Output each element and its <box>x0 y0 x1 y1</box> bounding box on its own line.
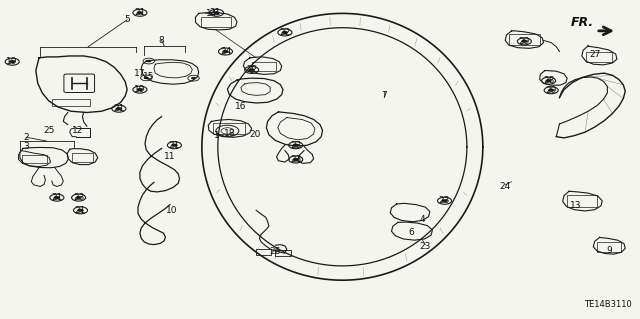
Circle shape <box>54 196 60 199</box>
Text: 11: 11 <box>164 152 175 161</box>
Text: 21: 21 <box>169 141 180 150</box>
Circle shape <box>292 158 299 161</box>
Text: 29: 29 <box>518 37 530 46</box>
Text: 9: 9 <box>607 246 612 255</box>
Text: 10: 10 <box>166 206 177 215</box>
Circle shape <box>548 89 554 92</box>
Text: 20: 20 <box>249 130 260 139</box>
Text: 24: 24 <box>220 47 231 56</box>
Text: TE14B3110: TE14B3110 <box>584 300 632 309</box>
Circle shape <box>222 50 228 53</box>
Text: 29: 29 <box>545 86 557 95</box>
Text: 16: 16 <box>235 102 246 111</box>
Circle shape <box>147 60 152 62</box>
Text: 23: 23 <box>420 242 431 251</box>
Text: 19: 19 <box>6 57 18 66</box>
Circle shape <box>137 88 143 91</box>
Circle shape <box>116 107 122 110</box>
Circle shape <box>213 11 220 14</box>
Text: 7: 7 <box>381 92 387 100</box>
Text: 27: 27 <box>589 50 600 59</box>
Text: 21: 21 <box>134 8 145 17</box>
Text: 4: 4 <box>419 215 425 224</box>
Text: 5: 5 <box>124 15 130 24</box>
Text: 22: 22 <box>246 65 257 74</box>
Text: 21: 21 <box>113 104 125 113</box>
Text: 21: 21 <box>209 8 220 17</box>
Text: 12: 12 <box>72 126 83 135</box>
Circle shape <box>144 77 149 79</box>
Text: 23: 23 <box>290 155 301 164</box>
Text: 3: 3 <box>24 142 29 151</box>
Circle shape <box>442 199 448 202</box>
Circle shape <box>77 209 84 212</box>
Text: 18: 18 <box>223 129 235 138</box>
Text: 1: 1 <box>214 131 220 140</box>
Text: 2: 2 <box>24 133 29 142</box>
Circle shape <box>9 60 15 63</box>
Circle shape <box>172 144 177 147</box>
Circle shape <box>137 11 143 14</box>
Text: 23: 23 <box>290 141 301 150</box>
Text: 8: 8 <box>159 36 164 45</box>
Circle shape <box>191 77 196 79</box>
Text: FR.: FR. <box>570 16 593 29</box>
Text: 19: 19 <box>134 85 146 94</box>
Circle shape <box>292 144 299 147</box>
Circle shape <box>521 40 527 43</box>
Circle shape <box>76 196 82 199</box>
Text: 13: 13 <box>570 201 581 210</box>
Circle shape <box>282 31 288 34</box>
Text: 23: 23 <box>439 196 450 205</box>
Text: 28: 28 <box>543 76 554 85</box>
Text: 14: 14 <box>205 9 217 18</box>
Text: 22: 22 <box>279 28 291 37</box>
Text: 6: 6 <box>408 228 414 237</box>
Text: 21: 21 <box>51 193 63 202</box>
Circle shape <box>248 68 255 71</box>
Text: 26: 26 <box>269 247 281 256</box>
Text: 24: 24 <box>500 182 511 191</box>
Text: 17: 17 <box>134 69 146 78</box>
Text: 21: 21 <box>75 206 86 215</box>
Circle shape <box>545 79 552 82</box>
Text: 15: 15 <box>143 72 155 81</box>
Text: 25: 25 <box>43 126 54 135</box>
Text: 23: 23 <box>73 193 84 202</box>
